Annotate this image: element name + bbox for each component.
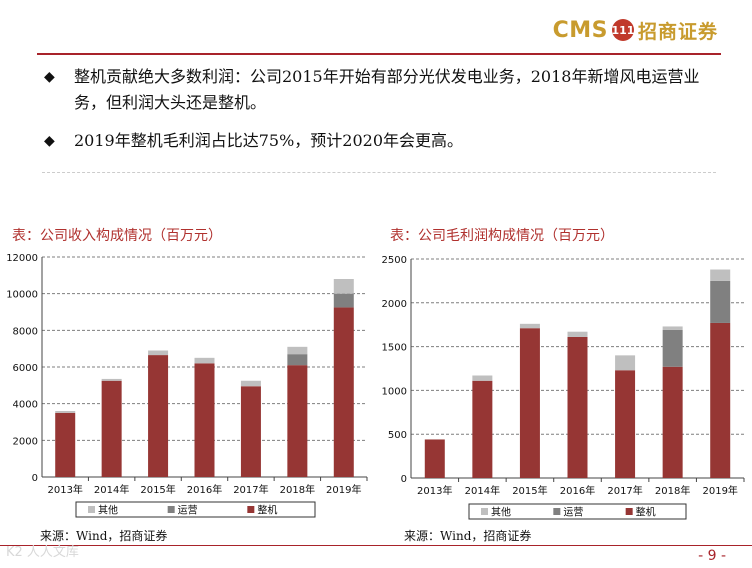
x-tick-label: 2019年 [326,483,361,496]
legend-label: 整机 [257,504,277,517]
bar-整机-2014年 [472,380,493,478]
bar-其他-2014年 [472,375,493,381]
bullet-1-text: 整机贡献绝大多数利润：公司2015年开始有部分光伏发电业务，2018年新增风电运… [74,67,700,112]
legend-swatch [553,508,561,515]
bullet-2-text: 2019年整机毛利润占比达75%，预计2020年会更高。 [74,131,464,150]
bar-运营-2019年 [333,293,354,308]
bar-其他-2018年 [287,346,308,355]
x-tick-label: 2015年 [140,483,175,496]
y-tick-label: 2000 [382,299,407,310]
bar-其他-2014年 [101,378,122,381]
legend-swatch [481,508,488,515]
y-tick-label: 10000 [6,290,38,301]
x-tick-label: 2016年 [560,484,595,497]
y-tick-label: 2500 [382,255,407,266]
bar-整机-2015年 [519,328,540,478]
diamond-bullet-icon: ◆ [44,69,55,85]
x-tick-label: 2018年 [655,484,690,497]
bar-运营-2019年 [710,280,731,323]
y-tick-label: 0 [32,473,38,484]
x-tick-label: 2017年 [607,484,642,497]
bar-整机-2014年 [101,380,122,477]
x-tick-label: 2013年 [47,483,82,496]
x-tick-label: 2016年 [187,483,222,496]
header-divider [37,53,721,55]
logo-mark-icon: 111 [612,19,634,41]
legend-label: 运营 [563,506,583,519]
y-tick-label: 4000 [13,400,38,411]
bar-整机-2019年 [710,322,731,478]
footer-divider [0,545,752,546]
bullet-2: ◆ 2019年整机毛利润占比达75%，预计2020年会更高。 [44,128,724,154]
y-tick-label: 0 [401,474,407,485]
page-number: - 9 - [698,548,726,564]
bar-其他-2015年 [148,350,169,356]
x-tick-label: 2014年 [94,483,129,496]
bar-其他-2017年 [615,355,636,371]
bar-整机-2013年 [55,412,76,477]
x-tick-label: 2017年 [233,483,268,496]
x-tick-label: 2014年 [465,484,500,497]
y-tick-label: 1500 [382,343,407,354]
gross-profit-chart: 0 500 1000 1500 2000 2500 2013年 2014年 2015年 2016年… [382,255,745,520]
bar-整机-2013年 [424,439,445,478]
bar-其他-2017年 [240,380,261,387]
company-logo: CMS 111 招商证券 [553,15,718,45]
chart-1-source: 来源：Wind，招商证券 [40,529,168,543]
legend-swatch [625,508,633,515]
legend-swatch [88,506,95,513]
y-tick-label: 1000 [382,386,407,397]
bar-整机-2018年 [287,365,308,477]
bar-整机-2016年 [567,336,588,478]
y-tick-label: 6000 [13,363,38,374]
x-tick-label: 2015年 [512,484,547,497]
chart-2-source: 来源：Wind，招商证券 [404,529,532,543]
x-tick-label: 2013年 [417,484,452,497]
bar-整机-2019年 [333,307,354,477]
legend-label: 运营 [178,504,198,517]
bar-其他-2018年 [662,326,683,330]
bar-其他-2016年 [567,331,588,337]
legend-swatch [247,506,255,513]
bar-其他-2019年 [333,279,354,294]
bar-其他-2019年 [710,269,731,281]
bar-整机-2017年 [615,370,636,478]
bar-运营-2018年 [662,329,683,367]
legend-swatch [167,506,175,513]
logo-text: CMS [552,17,608,43]
bar-其他-2013年 [55,411,76,413]
bullet-1: ◆ 整机贡献绝大多数利润：公司2015年开始有部分光伏发电业务，2018年新增风… [44,64,724,116]
section-divider [42,172,716,173]
x-tick-label: 2019年 [702,484,737,497]
bar-整机-2015年 [148,355,169,477]
chart-1-title: 表：公司收入构成情况（百万元） [12,228,222,244]
logo-company-name: 招商证券 [637,20,718,43]
chart-2-title: 表：公司毛利润构成情况（百万元） [390,228,614,244]
bar-整机-2016年 [194,363,215,477]
watermark: K2 人人文库 [6,545,79,560]
diamond-bullet-icon: ◆ [44,133,55,149]
legend-box [468,503,687,520]
y-tick-label: 8000 [13,326,38,337]
x-tick-label: 2018年 [280,483,315,496]
bar-运营-2018年 [287,354,308,366]
revenue-chart: 0 2000 4000 6000 8000 10000 12000 2013年 2014年 201… [6,253,368,518]
y-tick-label: 12000 [6,253,38,264]
bar-整机-2018年 [662,366,683,478]
legend-label: 其他 [98,504,118,517]
y-tick-label: 2000 [13,436,38,447]
y-tick-label: 500 [388,430,407,441]
legend-box [75,501,316,518]
bar-其他-2016年 [194,357,215,364]
bar-整机-2017年 [240,386,261,477]
legend-label: 其他 [491,506,511,519]
bar-其他-2015年 [519,323,540,329]
legend-label: 整机 [636,506,656,519]
